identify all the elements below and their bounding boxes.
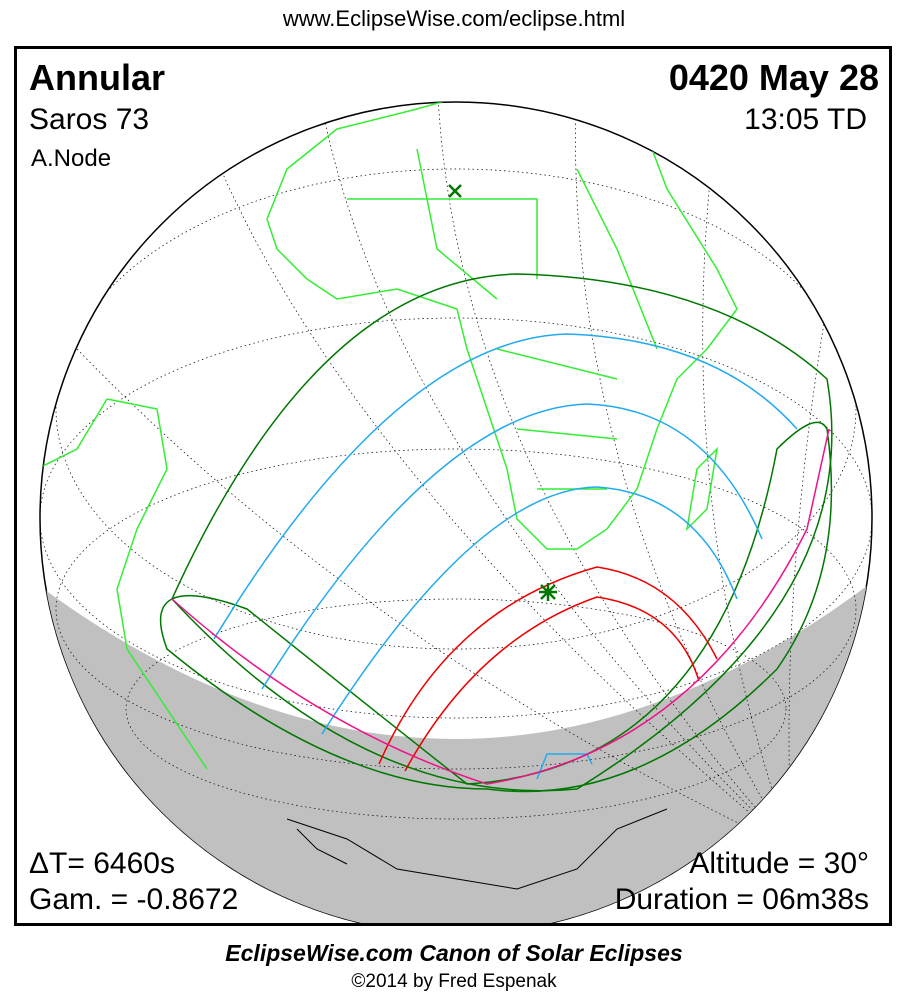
central-duration: Duration = 06m38s bbox=[614, 883, 869, 916]
header-url: www.EclipseWise.com/eclipse.html bbox=[282, 6, 626, 31]
eclipse-type: Annular bbox=[29, 57, 166, 98]
magnitude-line-2 bbox=[261, 403, 763, 690]
magnitude-line-1 bbox=[213, 333, 798, 640]
eclipse-map-frame: Annular Saros 73 A.Node 0420 May 28 13:0… bbox=[14, 46, 892, 926]
eclipse-time: 13:05 TD bbox=[744, 103, 867, 136]
antarctica-coast bbox=[286, 808, 668, 890]
eclipse-paths bbox=[159, 273, 833, 793]
globe-map bbox=[39, 101, 873, 923]
night-region bbox=[40, 569, 872, 923]
greatest-eclipse-marker bbox=[539, 583, 557, 601]
annular-path-north bbox=[378, 566, 718, 765]
annular-path-south bbox=[404, 596, 700, 772]
node: A.Node bbox=[31, 145, 112, 172]
saros-number: Saros 73 bbox=[29, 103, 150, 136]
rise-set-curve bbox=[171, 428, 830, 785]
delta-t: ΔT= 6460s bbox=[29, 847, 175, 880]
footer-title: EclipseWise.com Canon of Solar Eclipses bbox=[225, 940, 683, 966]
penumbra-limit-south bbox=[159, 421, 833, 793]
subsolar-point-marker bbox=[448, 184, 462, 198]
gamma: Gam. = -0.8672 bbox=[29, 883, 239, 916]
magnitude-line-3 bbox=[321, 486, 738, 735]
sun-altitude: Altitude = 30° bbox=[689, 847, 869, 880]
eclipse-date: 0420 May 28 bbox=[668, 57, 879, 98]
footer-copyright: ©2014 by Fred Espenak bbox=[351, 971, 557, 992]
graticule bbox=[40, 102, 872, 850]
penumbra-limit-north bbox=[171, 273, 833, 792]
magnitude-line-4 bbox=[536, 753, 593, 780]
